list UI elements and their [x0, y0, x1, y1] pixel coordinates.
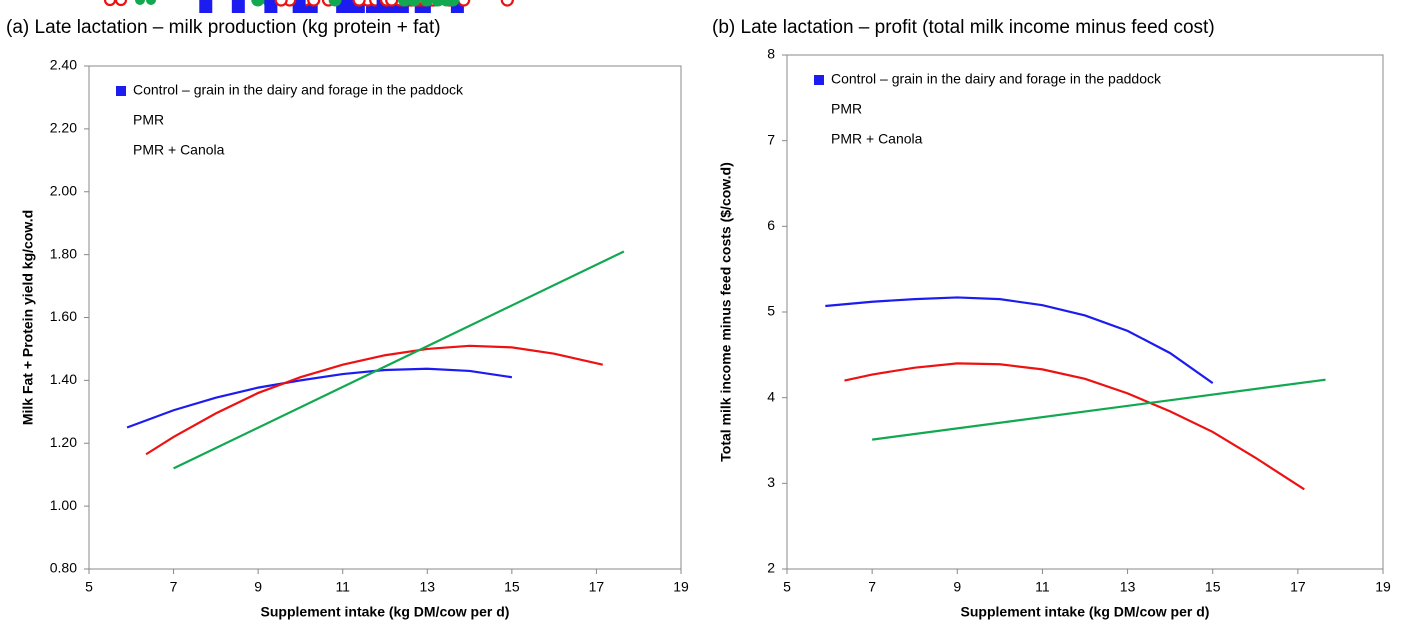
- chart-title: (b) Late lactation – profit (total milk …: [712, 17, 1215, 38]
- point: [398, 0, 412, 7]
- point: [352, 0, 366, 7]
- trend-line: [173, 250, 625, 470]
- chart-title: (a) Late lactation – milk production (kg…: [6, 17, 441, 38]
- y-tick-label: 1.20: [50, 434, 77, 450]
- point: [431, 0, 445, 7]
- x-tick-label: 11: [1035, 579, 1050, 595]
- x-tick-label: 9: [953, 579, 961, 595]
- y-tick-label: 2: [767, 560, 775, 576]
- legend-marker: [135, 0, 145, 5]
- legend-marker: [114, 0, 128, 7]
- x-axis-label: Supplement intake (kg DM/cow per d): [961, 604, 1210, 620]
- legend-label: PMR + Canola: [831, 131, 923, 147]
- trend-line: [145, 344, 604, 456]
- x-tick-label: 7: [170, 579, 178, 595]
- y-tick-label: 1.80: [50, 245, 77, 261]
- legend-label: Control – grain in the dairy and forage …: [831, 71, 1162, 87]
- x-tick-label: 5: [85, 579, 93, 595]
- y-axis-label: Total milk income minus feed costs ($/co…: [718, 162, 734, 462]
- x-tick-label: 19: [1375, 579, 1391, 595]
- x-axis-label: Supplement intake (kg DM/cow per d): [261, 604, 510, 620]
- point: [274, 0, 288, 7]
- trend-line: [126, 367, 513, 429]
- x-tick-label: 13: [419, 579, 435, 595]
- point: [292, 0, 306, 13]
- y-tick-label: 2.20: [50, 120, 77, 136]
- y-tick-label: 3: [767, 474, 775, 490]
- legend-label: PMR: [133, 112, 164, 128]
- legend-label: PMR: [831, 101, 862, 117]
- x-tick-label: 13: [1120, 579, 1136, 595]
- x-tick-label: 9: [254, 579, 262, 595]
- point: [231, 0, 245, 13]
- point: [385, 0, 399, 7]
- point: [199, 0, 213, 13]
- x-tick-label: 15: [1205, 579, 1221, 595]
- legend-marker: [103, 0, 117, 7]
- y-tick-label: 2.40: [50, 57, 77, 73]
- point: [251, 0, 265, 7]
- point: [264, 0, 278, 13]
- y-tick-label: 1.40: [50, 371, 77, 387]
- legend-marker: [814, 75, 824, 85]
- legend-label: Control – grain in the dairy and forage …: [133, 82, 464, 98]
- y-tick-label: 6: [767, 217, 775, 233]
- x-tick-label: 17: [1290, 579, 1306, 595]
- y-tick-label: 0.80: [50, 560, 77, 576]
- y-tick-label: 1.00: [50, 497, 77, 513]
- point: [500, 0, 514, 7]
- x-tick-label: 15: [504, 579, 520, 595]
- trend-line: [844, 362, 1305, 491]
- y-tick-label: 7: [767, 131, 775, 147]
- y-tick-label: 8: [767, 46, 775, 62]
- x-tick-label: 19: [673, 579, 689, 595]
- y-axis-label: Milk Fat + Protein yield kg/cow.d: [20, 210, 36, 425]
- x-tick-label: 5: [783, 579, 791, 595]
- legend-marker: [116, 86, 126, 96]
- legend-marker: [146, 0, 156, 5]
- point: [420, 0, 434, 7]
- y-tick-label: 5: [767, 303, 775, 319]
- y-tick-label: 1.60: [50, 308, 77, 324]
- x-tick-label: 11: [335, 579, 350, 595]
- x-tick-label: 7: [868, 579, 876, 595]
- legend-label: PMR + Canola: [133, 142, 225, 158]
- y-tick-label: 2.00: [50, 182, 77, 198]
- point: [457, 0, 471, 7]
- x-tick-label: 17: [589, 579, 605, 595]
- trend-line: [825, 296, 1214, 385]
- trend-line: [871, 378, 1326, 441]
- y-tick-label: 4: [767, 388, 775, 404]
- point: [328, 0, 342, 7]
- point: [307, 0, 321, 7]
